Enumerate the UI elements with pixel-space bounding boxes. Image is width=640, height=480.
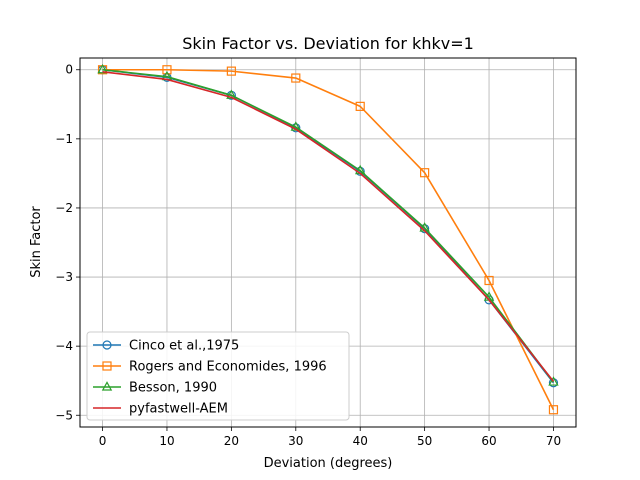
series-0-point (420, 224, 430, 234)
y-tick-label: −3 (55, 270, 73, 284)
legend-item: pyfastwell-AEM (93, 402, 228, 417)
plot-series (97, 63, 559, 415)
series-1-point (226, 66, 236, 76)
x-tick-label: 30 (288, 434, 303, 448)
legend-label: pyfastwell-AEM (129, 402, 228, 417)
legend-marker (101, 381, 113, 391)
legend-label: Cinco et al.,1975 (129, 339, 239, 354)
x-tick-label: 10 (159, 434, 174, 448)
series-2-line (102, 68, 555, 383)
series-1-point (162, 65, 172, 75)
x-axis-label: Deviation (degrees) (264, 456, 393, 471)
x-tick-label: 50 (417, 434, 432, 448)
x-tick-label: 70 (546, 434, 561, 448)
y-tick-label: −1 (55, 132, 73, 146)
legend-box (86, 331, 350, 421)
x-tick-label: 60 (481, 434, 496, 448)
chart-title: Skin Factor vs. Deviation for khkv=1 (182, 34, 474, 53)
legend-item: Cinco et al.,1975 (93, 339, 239, 354)
series-1-point (548, 405, 559, 415)
series-3 (102, 71, 555, 382)
legend-label: Besson, 1990 (129, 381, 217, 396)
y-axis-label: Skin Factor (29, 206, 44, 278)
legend: Cinco et al.,1975 Rogers and Economides, … (86, 331, 350, 421)
y-tick-label: −5 (55, 408, 73, 422)
legend-item: Rogers and Economides, 1996 (93, 360, 327, 375)
x-tick-label: 40 (353, 434, 368, 448)
series-0-point (548, 378, 559, 388)
x-tick-label: 0 (99, 434, 107, 448)
y-tick-label: −2 (55, 201, 73, 215)
y-tick-label: −4 (55, 339, 73, 353)
series-1-line (102, 68, 555, 411)
series-2-point (97, 63, 108, 74)
series-1-point (355, 101, 365, 111)
x-tick-label: 20 (224, 434, 239, 448)
series-2-point (548, 376, 559, 386)
legend-marker (102, 340, 112, 350)
series-1-point (484, 275, 494, 286)
legend-item: Besson, 1990 (93, 381, 217, 396)
legend-label: Rogers and Economides, 1996 (129, 360, 327, 375)
legend-marker (102, 361, 112, 371)
y-tick-label: 0 (65, 63, 73, 77)
plot-frame (79, 57, 577, 428)
series-1-point (291, 73, 301, 83)
axis-ticks: 0 10 20 30 40 50 60 70 0 −1 −2 −3 −4 −5 (55, 63, 561, 448)
series-2 (97, 63, 559, 386)
series-1-point (420, 168, 430, 178)
series-2-point (226, 89, 237, 99)
series-3-line (102, 71, 555, 382)
